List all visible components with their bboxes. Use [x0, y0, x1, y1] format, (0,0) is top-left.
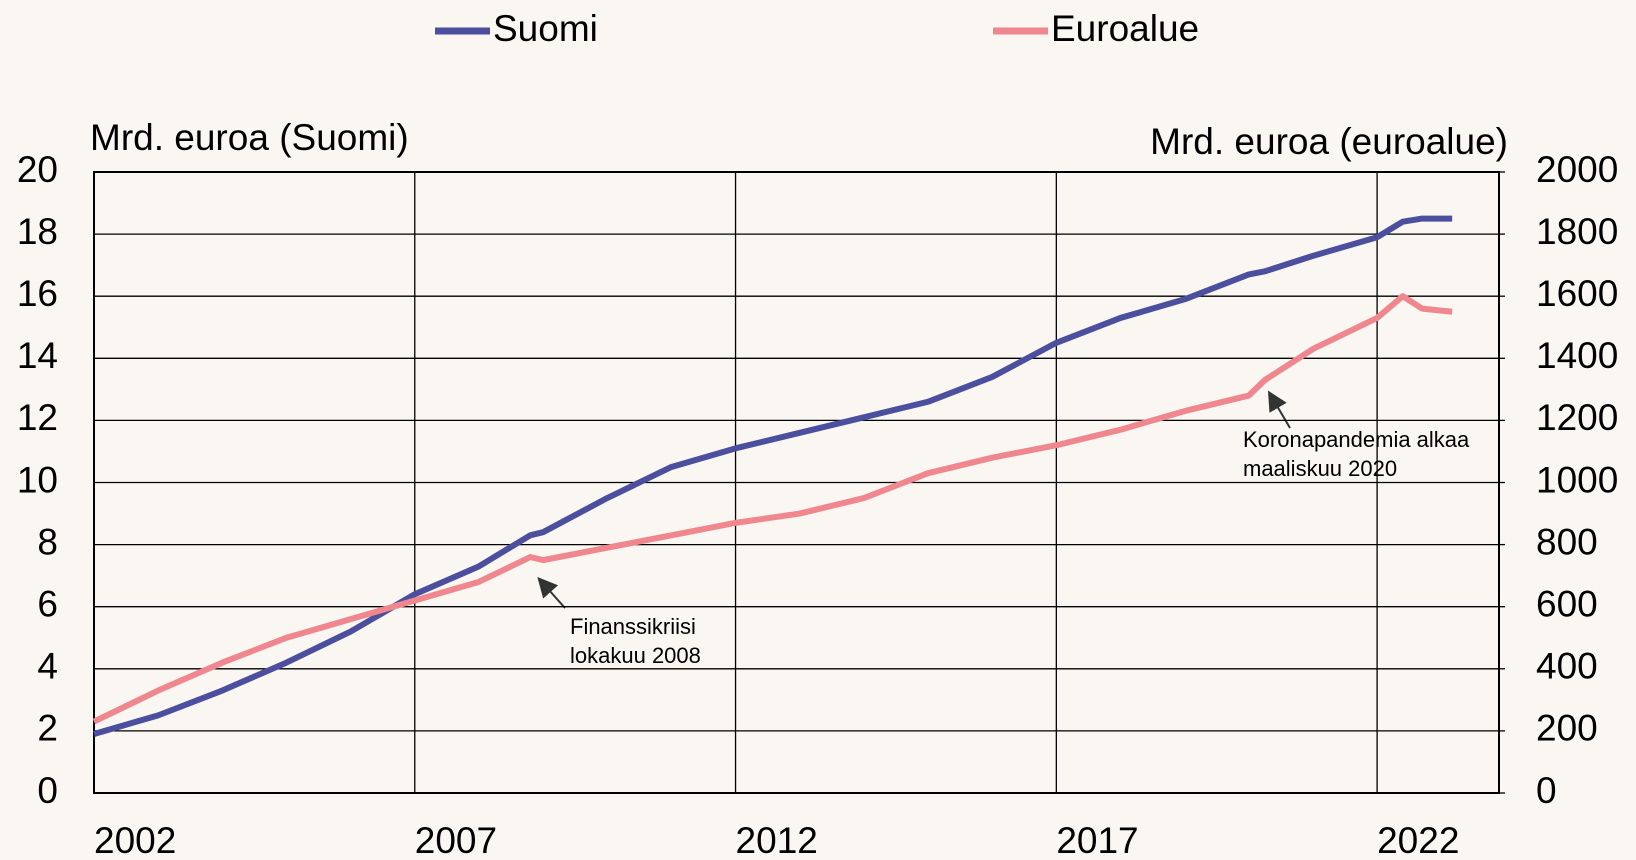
- y-tick-label: 4: [37, 646, 58, 687]
- y2-tick-label: 1000: [1536, 459, 1618, 500]
- annotation-arrow: [1267, 390, 1291, 429]
- y-tick-label: 6: [37, 583, 58, 624]
- y-tick-label: 14: [17, 335, 58, 376]
- y-tick-label: 8: [37, 521, 58, 562]
- y-tick-label: 2: [37, 708, 58, 749]
- y2-tick-label: 1600: [1536, 273, 1618, 314]
- x-tick-label: 2017: [1056, 820, 1138, 860]
- annotation-arrow: [537, 577, 566, 609]
- y2-tick-label: 2000: [1536, 149, 1618, 190]
- x-tick-label: 2002: [94, 820, 176, 860]
- x-tick-label: 2007: [415, 820, 497, 860]
- plot-frame: [93, 171, 1500, 794]
- y2-tick-label: 400: [1536, 646, 1598, 687]
- y-tick-label: 16: [17, 273, 58, 314]
- annotation: maaliskuu 2020: [1243, 456, 1397, 481]
- y2-tick-label: 800: [1536, 521, 1598, 562]
- y-axis-label: Mrd. euroa (Suomi): [90, 117, 409, 158]
- y-tick-label: 20: [17, 149, 58, 190]
- x-tick-label: 2022: [1377, 820, 1459, 860]
- y-tick-label: 10: [17, 459, 58, 500]
- legend-label: Suomi: [493, 8, 598, 49]
- series-line: [92, 293, 1453, 725]
- annotation: Finanssikriisi: [570, 614, 696, 639]
- y2-tick-label: 1200: [1536, 397, 1618, 438]
- y-tick-label: 12: [17, 397, 58, 438]
- series-line: [93, 215, 1453, 737]
- annotation: Koronapandemia alkaa: [1243, 427, 1470, 452]
- y2-tick-label: 200: [1536, 708, 1598, 749]
- y2-axis-label: Mrd. euroa (euroalue): [1150, 121, 1508, 162]
- y2-tick-label: 1800: [1536, 211, 1618, 252]
- y2-tick-label: 1400: [1536, 335, 1618, 376]
- y-tick-label: 0: [37, 770, 58, 811]
- y-tick-label: 18: [17, 211, 58, 252]
- x-tick-label: 2012: [736, 820, 818, 860]
- y2-tick-label: 0: [1536, 770, 1557, 811]
- annotation: lokakuu 2008: [570, 643, 701, 668]
- legend-label: Euroalue: [1051, 8, 1199, 49]
- y2-tick-label: 600: [1536, 583, 1598, 624]
